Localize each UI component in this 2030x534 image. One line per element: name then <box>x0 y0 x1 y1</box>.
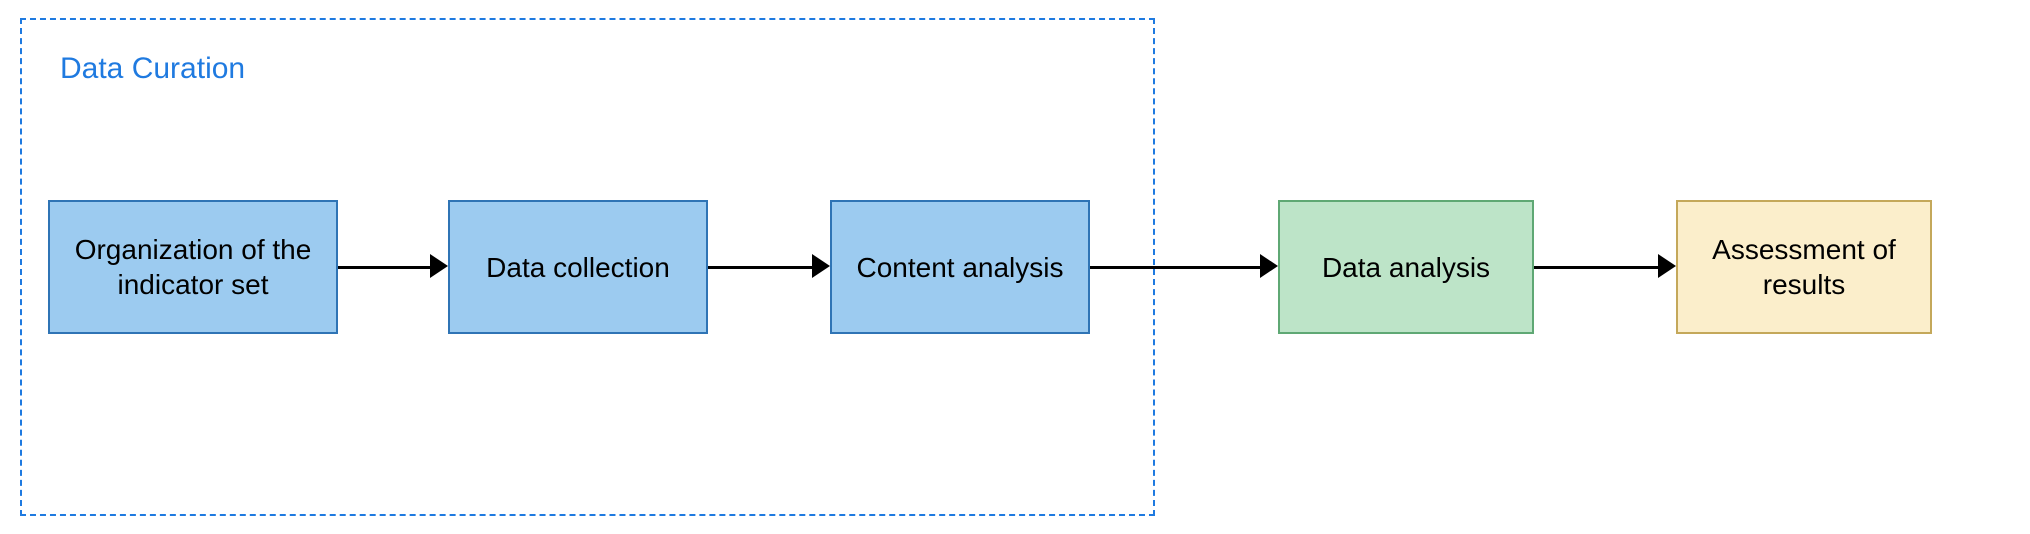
flow-node-label: Organization of the indicator set <box>56 232 330 302</box>
arrow-line <box>1534 266 1660 269</box>
container-title: Data Curation <box>60 52 245 86</box>
flow-node-n3: Content analysis <box>830 200 1090 334</box>
arrow-head-icon <box>430 254 448 278</box>
flow-node-label: Content analysis <box>856 250 1063 285</box>
arrow-line <box>1090 266 1262 269</box>
flow-node-n4: Data analysis <box>1278 200 1534 334</box>
flow-node-label: Assessment of results <box>1684 232 1924 302</box>
flow-node-n5: Assessment of results <box>1676 200 1932 334</box>
arrow-head-icon <box>1260 254 1278 278</box>
arrow-head-icon <box>812 254 830 278</box>
arrow-head-icon <box>1658 254 1676 278</box>
flow-node-n1: Organization of the indicator set <box>48 200 338 334</box>
flow-node-label: Data collection <box>486 250 670 285</box>
flow-node-label: Data analysis <box>1322 250 1490 285</box>
diagram-canvas: Data Curation Organization of the indicat… <box>0 0 2030 534</box>
flow-node-n2: Data collection <box>448 200 708 334</box>
arrow-line <box>708 266 814 269</box>
arrow-line <box>338 266 432 269</box>
